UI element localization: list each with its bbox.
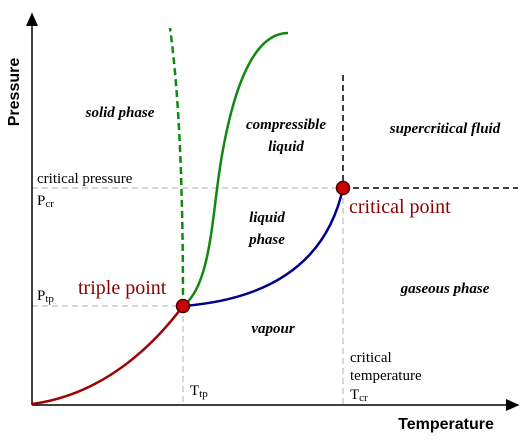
region-label: liquid [268,139,304,155]
subscript: cr [359,392,368,404]
sublimation-curve [31,305,184,406]
temperature-label: temperature [350,368,422,384]
pressure-label: critical pressure [37,171,133,187]
vaporization-curve [182,187,345,308]
point-label: critical point [349,196,451,218]
region-label: vapour [251,321,295,337]
subscript: cr [45,198,54,210]
symbol: P [37,193,45,209]
pressure-symbol: Ptp [37,288,54,305]
region-label: compressible [246,117,326,133]
x-axis-title: Temperature [398,416,494,433]
melting-curve [182,31,289,308]
pressure-symbol: Pcr [37,193,54,210]
triple-point-marker [175,298,191,314]
region-label: phase [247,232,285,248]
critical-point-marker [335,180,351,196]
region-label: supercritical fluid [389,121,501,137]
critical-boundary [342,75,518,189]
region-label: liquid [249,210,285,226]
y-axis-title: Pressure [6,58,23,127]
anomalous-melting-curve [168,27,185,307]
symbol: T [350,387,359,403]
symbol: T [190,383,199,399]
temperature-symbol: Tcr [350,387,368,404]
point-label: triple point [78,277,167,299]
region-label: solid phase [85,105,155,121]
region-label: gaseous phase [400,281,490,297]
symbol: P [37,288,45,304]
subscript: tp [45,293,54,305]
guide-lines [32,187,344,405]
subscript: tp [199,388,208,400]
temperature-label: critical [350,350,392,366]
temperature-symbol: Ttp [190,383,208,400]
